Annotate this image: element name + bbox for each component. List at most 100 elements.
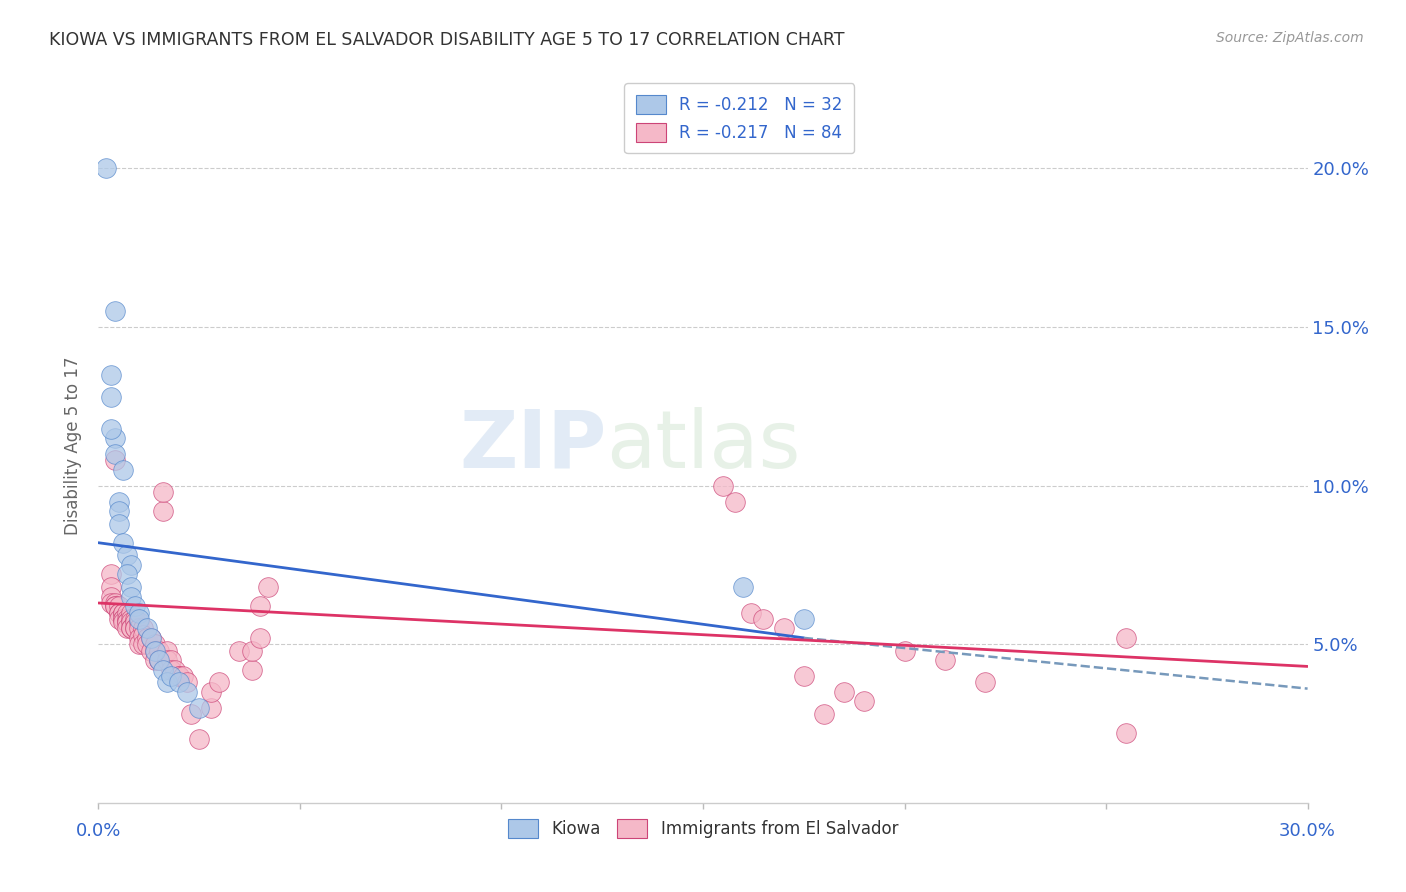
Point — [139, 631, 162, 645]
Point — [135, 631, 157, 645]
Point — [148, 653, 170, 667]
Y-axis label: Disability Age 5 to 17: Disability Age 5 to 17 — [65, 357, 83, 535]
Point — [752, 612, 775, 626]
Point — [124, 615, 146, 629]
Text: KIOWA VS IMMIGRANTS FROM EL SALVADOR DISABILITY AGE 5 TO 17 CORRELATION CHART: KIOWA VS IMMIGRANTS FROM EL SALVADOR DIS… — [49, 31, 845, 49]
Point — [156, 675, 179, 690]
Point — [100, 567, 122, 582]
Point — [120, 621, 142, 635]
Point — [135, 637, 157, 651]
Point — [156, 643, 179, 657]
Point — [124, 621, 146, 635]
Point — [160, 663, 183, 677]
Point — [128, 615, 150, 629]
Point — [100, 580, 122, 594]
Point — [100, 390, 122, 404]
Point — [111, 463, 134, 477]
Point — [176, 685, 198, 699]
Point — [115, 612, 138, 626]
Point — [167, 669, 190, 683]
Legend: Kiowa, Immigrants from El Salvador: Kiowa, Immigrants from El Salvador — [501, 812, 905, 845]
Point — [107, 606, 129, 620]
Point — [249, 599, 271, 614]
Point — [124, 612, 146, 626]
Point — [120, 558, 142, 572]
Point — [240, 663, 263, 677]
Point — [132, 637, 155, 651]
Point — [128, 637, 150, 651]
Point — [124, 599, 146, 614]
Point — [249, 631, 271, 645]
Point — [148, 653, 170, 667]
Point — [111, 615, 134, 629]
Point — [1115, 726, 1137, 740]
Point — [111, 612, 134, 626]
Point — [793, 612, 815, 626]
Point — [132, 621, 155, 635]
Point — [740, 606, 762, 620]
Point — [172, 669, 194, 683]
Point — [107, 516, 129, 531]
Point — [103, 431, 125, 445]
Point — [152, 504, 174, 518]
Point — [832, 685, 855, 699]
Point — [100, 596, 122, 610]
Point — [152, 663, 174, 677]
Point — [120, 615, 142, 629]
Point — [167, 669, 190, 683]
Point — [120, 606, 142, 620]
Point — [107, 606, 129, 620]
Point — [934, 653, 956, 667]
Text: 0.0%: 0.0% — [76, 822, 121, 840]
Point — [893, 643, 915, 657]
Point — [160, 669, 183, 683]
Point — [256, 580, 278, 594]
Point — [160, 653, 183, 667]
Point — [103, 599, 125, 614]
Text: atlas: atlas — [606, 407, 800, 485]
Point — [135, 621, 157, 635]
Point — [152, 485, 174, 500]
Point — [228, 643, 250, 657]
Point — [96, 161, 118, 176]
Point — [139, 643, 162, 657]
Point — [813, 706, 835, 721]
Point — [115, 621, 138, 635]
Point — [103, 599, 125, 614]
Point — [103, 447, 125, 461]
Point — [139, 631, 162, 645]
Point — [120, 590, 142, 604]
Point — [793, 669, 815, 683]
Point — [711, 478, 734, 492]
Point — [100, 421, 122, 435]
Point — [974, 675, 997, 690]
Text: 30.0%: 30.0% — [1279, 822, 1336, 840]
Point — [143, 637, 166, 651]
Point — [180, 706, 202, 721]
Point — [148, 643, 170, 657]
Point — [128, 631, 150, 645]
Point — [200, 685, 222, 699]
Text: ZIP: ZIP — [458, 407, 606, 485]
Point — [132, 628, 155, 642]
Point — [111, 612, 134, 626]
Point — [240, 643, 263, 657]
Point — [107, 494, 129, 508]
Point — [176, 675, 198, 690]
Point — [115, 567, 138, 582]
Point — [124, 621, 146, 635]
Point — [156, 653, 179, 667]
Point — [143, 643, 166, 657]
Point — [128, 621, 150, 635]
Point — [103, 304, 125, 318]
Point — [167, 675, 190, 690]
Point — [188, 700, 211, 714]
Point — [120, 612, 142, 626]
Point — [853, 694, 876, 708]
Point — [724, 494, 747, 508]
Point — [107, 612, 129, 626]
Point — [200, 700, 222, 714]
Point — [128, 606, 150, 620]
Point — [120, 621, 142, 635]
Point — [111, 535, 134, 549]
